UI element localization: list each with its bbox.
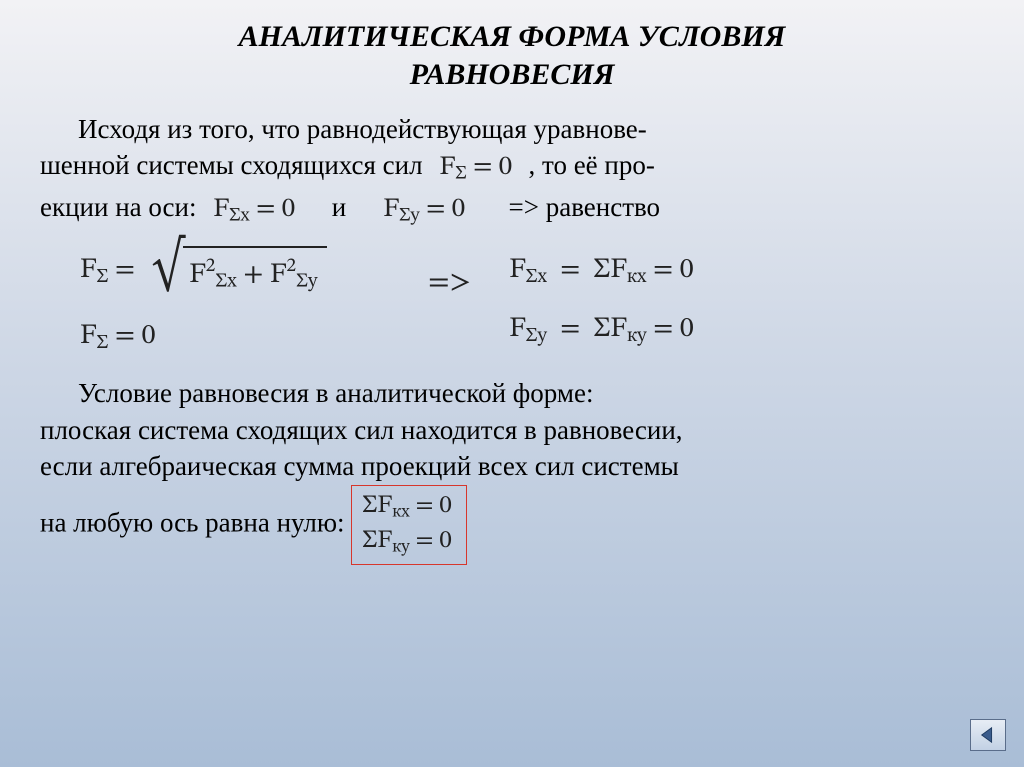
sym-sigma-sub: Σ bbox=[96, 332, 108, 352]
formula-fsigma-zero-2: FΣ = 0 bbox=[80, 319, 400, 356]
sym-sx-sub: Σx bbox=[229, 207, 249, 225]
intro-line-1: Исходя из того, что равнодействующая ура… bbox=[40, 111, 984, 147]
title-line-1: АНАЛИТИЧЕСКАЯ ФОРМА УСЛОВИЯ bbox=[239, 20, 786, 53]
intro-line-2: шенной системы сходящихся сил FΣ = 0 , т… bbox=[40, 147, 984, 188]
sym-F: F bbox=[270, 261, 286, 289]
sym-Sigma: Σ bbox=[362, 528, 377, 553]
sym-sy-sub: Σy bbox=[399, 207, 420, 225]
sym-ky-sub: кy bbox=[392, 539, 410, 556]
sym-F: F bbox=[377, 528, 392, 553]
slide: АНАЛИТИЧЕСКАЯ ФОРМА УСЛОВИЯ РАВНОВЕСИЯ И… bbox=[0, 0, 1024, 767]
implies-arrow: => bbox=[428, 264, 471, 302]
formula-fsy-zero: FΣy = 0 bbox=[373, 196, 481, 223]
radical-icon: √ bbox=[152, 246, 184, 297]
sym-sigma-sub: Σ bbox=[96, 267, 108, 287]
sqrt: √ F2Σx + F2Σy bbox=[149, 246, 327, 297]
sym-eq0: = 0 bbox=[653, 256, 694, 284]
intro-and: и bbox=[332, 192, 346, 222]
sym-eq0: = 0 bbox=[256, 196, 295, 223]
sym-sq: 2 bbox=[206, 256, 216, 276]
sym-sy-sub: Σy bbox=[526, 326, 547, 346]
sym-kx-sub: кx bbox=[392, 504, 410, 521]
sym-sq: 2 bbox=[286, 256, 296, 276]
sym-F: F bbox=[610, 315, 626, 343]
sym-F: F bbox=[377, 493, 392, 518]
formula-sum-x: FΣx = ΣFкx = 0 bbox=[509, 253, 694, 290]
sym-eq0: = 0 bbox=[115, 322, 156, 350]
sym-kx-sub: кx bbox=[627, 267, 647, 287]
sym-F: F bbox=[509, 315, 525, 343]
sym-eq0: = 0 bbox=[410, 528, 452, 553]
sym-F: F bbox=[189, 261, 205, 289]
sym-sx-sub: Σx bbox=[215, 272, 236, 292]
cond-line-1: Условие равновесия в аналитической форме… bbox=[40, 375, 984, 411]
title-line-2: РАВНОВЕСИЯ bbox=[410, 58, 615, 91]
prev-slide-button[interactable] bbox=[970, 719, 1006, 751]
sym-F: F bbox=[383, 196, 399, 223]
sym-sx-sub: Σx bbox=[526, 267, 547, 287]
intro-text-2b: , то её про- bbox=[529, 150, 655, 180]
intro-text-2a: шенной системы сходящихся сил bbox=[40, 150, 429, 180]
sym-plus: + bbox=[243, 261, 270, 289]
boxed-result: ΣFкx = 0 ΣFкy = 0 bbox=[351, 485, 467, 565]
intro-line-3: екции на оси: FΣx = 0 и FΣy = 0 => равен… bbox=[40, 189, 984, 230]
sym-Sigma: Σ bbox=[362, 493, 377, 518]
sym-F: F bbox=[509, 256, 525, 284]
sym-F: F bbox=[610, 256, 626, 284]
intro-text-3b: => равенство bbox=[509, 192, 661, 222]
sym-F: F bbox=[80, 322, 96, 350]
formula-sum-y: FΣy = ΣFкy = 0 bbox=[509, 312, 694, 349]
sym-eq0: = 0 bbox=[653, 315, 694, 343]
formula-fsigma-zero: FΣ = 0 bbox=[429, 154, 528, 181]
sym-sigma-sub: Σ bbox=[455, 166, 466, 184]
cond-line-4: на любую ось равна нулю: ΣFкx = 0 ΣFкy =… bbox=[40, 485, 984, 565]
cond-text-4: на любую ось равна нулю: bbox=[40, 507, 351, 537]
cond-line-3: если алгебраическая сумма проекций всех … bbox=[40, 448, 984, 484]
formula-fsx-zero: FΣx = 0 bbox=[203, 196, 311, 223]
slide-title: АНАЛИТИЧЕСКАЯ ФОРМА УСЛОВИЯ РАВНОВЕСИЯ bbox=[40, 18, 984, 93]
triangle-left-icon bbox=[979, 726, 997, 744]
sym-Sigma: Σ bbox=[593, 315, 610, 343]
sym-Sigma: Σ bbox=[593, 256, 610, 284]
sym-sy-sub: Σy bbox=[296, 272, 317, 292]
cond-line-2: плоская система сходящих сил находится в… bbox=[40, 412, 984, 448]
sym-F: F bbox=[213, 196, 229, 223]
sym-eq0: = 0 bbox=[473, 154, 512, 181]
sym-arrow: => bbox=[428, 268, 471, 298]
intro-text-3a: екции на оси: bbox=[40, 192, 203, 222]
sym-F: F bbox=[439, 154, 455, 181]
sym-ky-sub: кy bbox=[627, 326, 647, 346]
sym-eq0: = 0 bbox=[410, 493, 452, 518]
equation-block: FΣ = √ F2Σx + F2Σy FΣ = 0 bbox=[80, 246, 984, 356]
sym-eq0: = 0 bbox=[426, 196, 465, 223]
formula-magnitude: FΣ = √ F2Σx + F2Σy bbox=[80, 246, 400, 297]
sym-F: F bbox=[80, 256, 96, 284]
